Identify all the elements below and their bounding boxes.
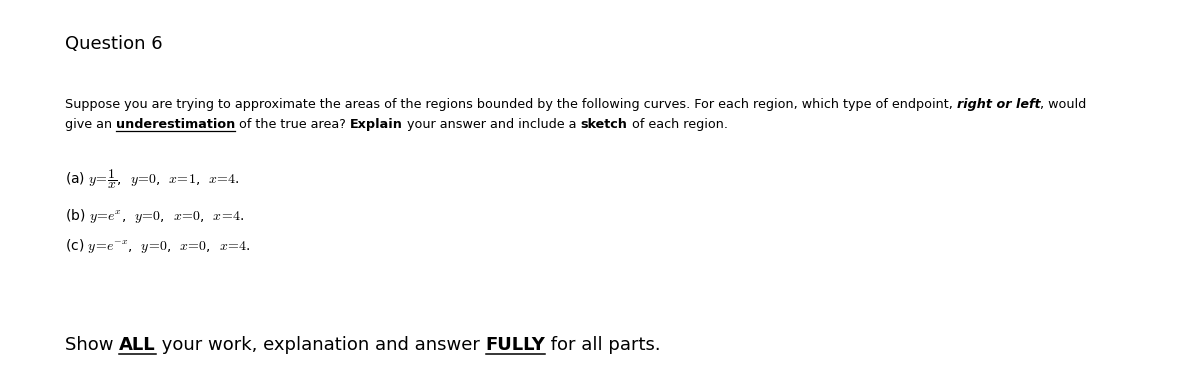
Text: ALL: ALL [119,336,156,354]
Text: of the true area?: of the true area? [235,118,350,131]
Text: your work, explanation and answer: your work, explanation and answer [156,336,486,354]
Text: for all parts.: for all parts. [545,336,661,354]
Text: , would: , would [1040,98,1087,111]
Text: underestimation: underestimation [116,118,235,131]
Text: of each region.: of each region. [628,118,727,131]
Text: Question 6: Question 6 [65,35,163,53]
Text: FULLY: FULLY [486,336,545,354]
Text: your answer and include a: your answer and include a [403,118,581,131]
Text: Suppose you are trying to approximate the areas of the regions bounded by the fo: Suppose you are trying to approximate th… [65,98,956,111]
Text: sketch: sketch [581,118,628,131]
Text: give an: give an [65,118,116,131]
Text: right or left: right or left [956,98,1040,111]
Text: Explain: Explain [350,118,403,131]
Text: (b) $y\!=\!e^{x}$,  $y\!=\!0$,  $x\!=\!0$,  $x\!=\!4$.: (b) $y\!=\!e^{x}$, $y\!=\!0$, $x\!=\!0$,… [65,207,244,225]
Text: Show: Show [65,336,119,354]
Text: (c) $y\!=\!e^{-x}$,  $y\!=\!0$,  $x\!=\!0$,  $x\!=\!4$.: (c) $y\!=\!e^{-x}$, $y\!=\!0$, $x\!=\!0$… [65,237,251,255]
Text: (a) $y\!=\!\dfrac{1}{x}$,  $y\!=\!0$,  $x\!=\!1$,  $x\!=\!4$.: (a) $y\!=\!\dfrac{1}{x}$, $y\!=\!0$, $x\… [65,168,240,191]
